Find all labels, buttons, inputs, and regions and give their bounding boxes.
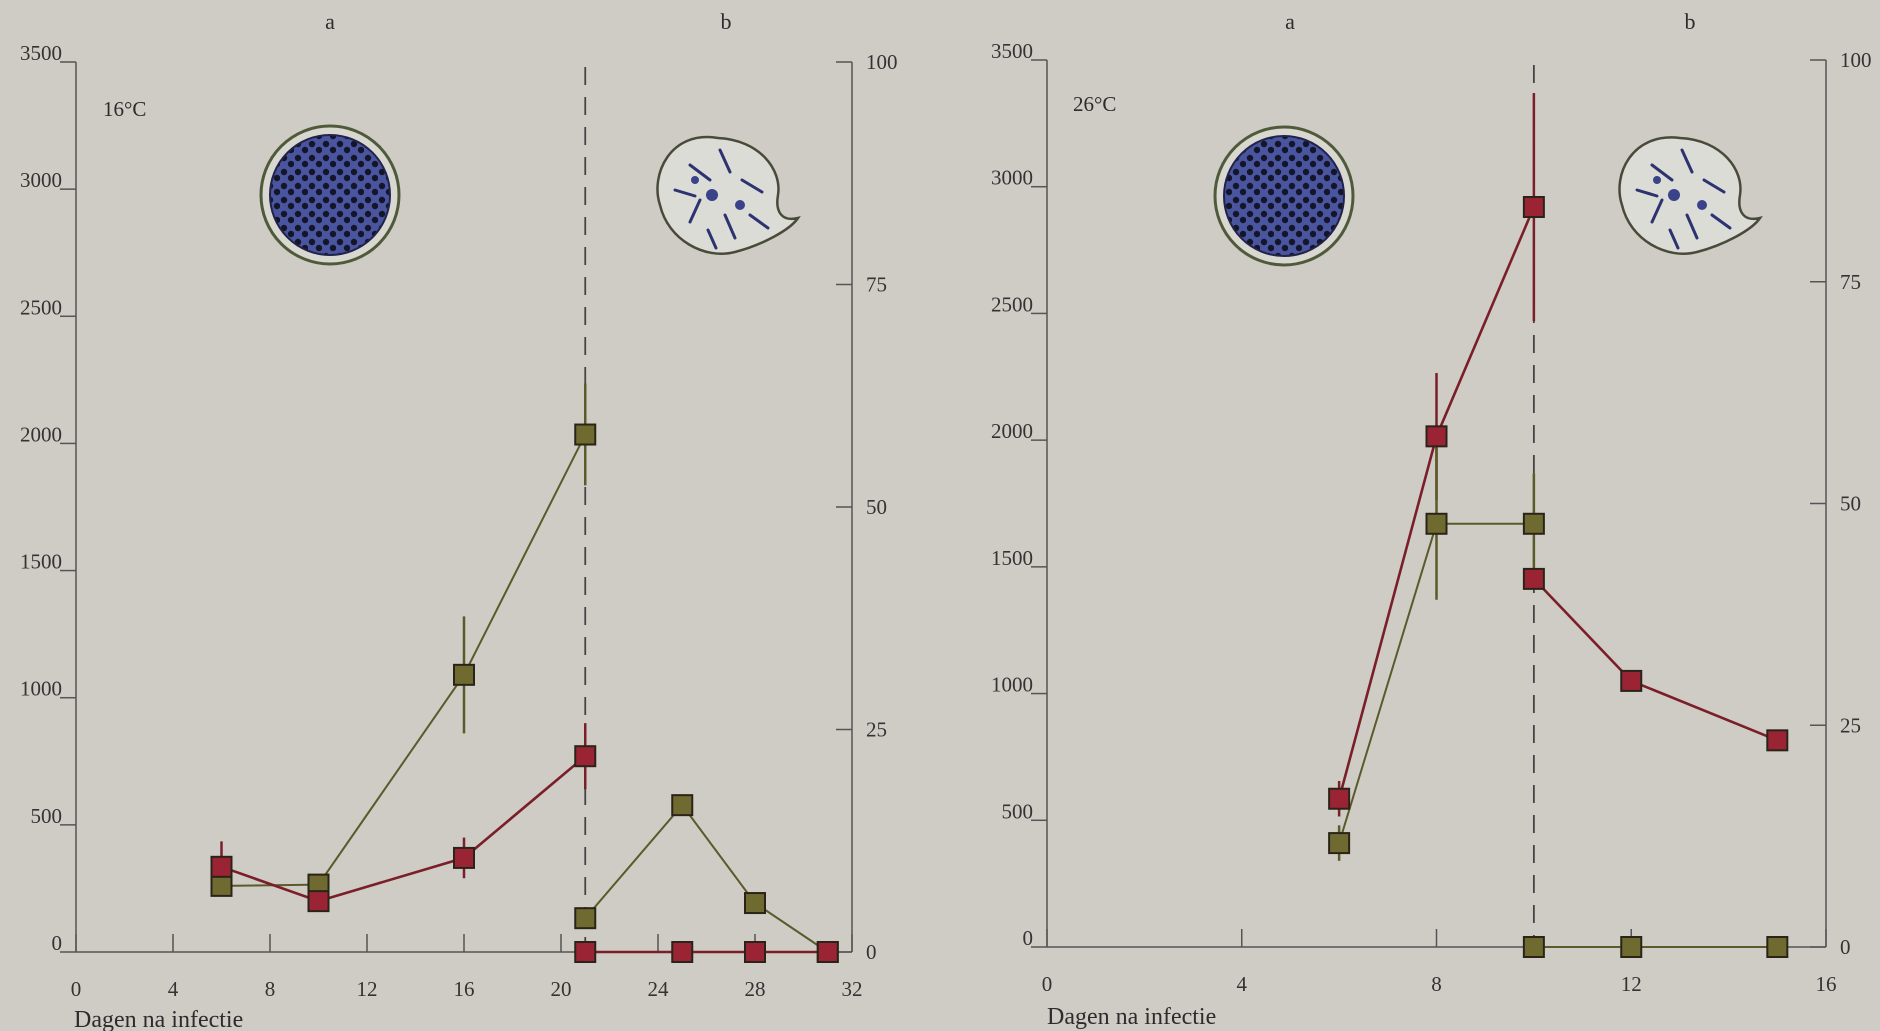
data-point-red [453, 846, 475, 869]
y-left-tick-label: 1500 [20, 550, 62, 574]
y-right-tick-label: 25 [866, 718, 887, 742]
data-point-olive [453, 663, 475, 686]
y-left-tick-label: 500 [1002, 799, 1034, 823]
data-point-olive [574, 423, 597, 446]
series-line-red [1532, 577, 1778, 742]
y-right-tick-label: 0 [866, 940, 877, 964]
y-right-tick-label: 50 [1840, 492, 1861, 516]
x-tick-label: 8 [265, 977, 276, 1001]
data-point-olive [1522, 936, 1545, 958]
series-line-olive [221, 434, 587, 887]
round-cyst-illustration [1213, 125, 1355, 267]
y-right-tick-label: 100 [866, 50, 898, 74]
y-left-tick-label: 3500 [20, 41, 62, 65]
y-left-tick-label: 1000 [991, 673, 1033, 697]
y-right-tick-label: 75 [1840, 270, 1861, 294]
data-point-red [307, 890, 330, 913]
data-point-olive [1620, 936, 1643, 958]
data-point-red [1425, 425, 1448, 448]
y-right-tick-label: 25 [1840, 713, 1861, 737]
temperature-label: 26°C [1073, 92, 1116, 116]
x-axis-label: Dagen na infectie [1047, 1004, 1216, 1030]
y-left-tick-label: 3000 [991, 166, 1033, 190]
x-axis-label: Dagen na infectie [74, 1007, 243, 1031]
y-left-tick-label: 2000 [991, 419, 1033, 443]
phase-label-a: a [325, 9, 335, 34]
data-point-olive [744, 892, 766, 915]
y-left-tick-label: 500 [31, 804, 63, 828]
y-left-tick-label: 1000 [20, 677, 62, 701]
x-tick-label: 0 [71, 977, 82, 1001]
data-point-red [210, 855, 233, 878]
y-left-tick-label: 3500 [991, 39, 1033, 63]
data-point-olive [1766, 936, 1789, 958]
y-left-tick-label: 0 [52, 931, 63, 955]
series-line-olive [584, 803, 829, 953]
x-tick-label: 12 [1621, 972, 1642, 996]
x-tick-label: 16 [1816, 972, 1837, 996]
data-point-red [816, 941, 839, 963]
y-left-tick-label: 1500 [991, 546, 1033, 570]
x-tick-label: 20 [551, 977, 572, 1001]
data-point-red [1522, 567, 1545, 590]
data-point-olive [671, 794, 694, 817]
y-right-tick-label: 50 [866, 495, 887, 519]
data-point-olive [210, 874, 233, 897]
x-tick-label: 16 [454, 977, 475, 1001]
burst-cell-illustration [1618, 136, 1763, 255]
round-cyst-illustration [259, 124, 401, 266]
y-left-tick-label: 2500 [991, 292, 1033, 316]
y-right-tick-label: 0 [1840, 935, 1851, 959]
x-tick-label: 4 [1237, 972, 1248, 996]
data-point-olive [1425, 512, 1448, 535]
y-right-tick-label: 100 [1840, 48, 1872, 72]
x-tick-label: 24 [648, 977, 670, 1001]
data-point-red [1766, 729, 1789, 752]
burst-cell-illustration [656, 135, 801, 255]
y-left-tick-label: 2500 [20, 295, 62, 319]
x-tick-label: 8 [1431, 972, 1442, 996]
series-line-red [221, 755, 587, 903]
phase-label-b: b [1685, 9, 1696, 34]
x-tick-label: 4 [168, 977, 179, 1001]
x-tick-label: 28 [745, 977, 766, 1001]
x-tick-label: 0 [1042, 972, 1053, 996]
y-left-tick-label: 2000 [20, 422, 62, 446]
data-point-red [1328, 787, 1351, 810]
data-point-red [671, 941, 694, 963]
x-tick-label: 32 [842, 977, 863, 1001]
y-left-tick-label: 3000 [20, 168, 62, 192]
phase-label-b: b [721, 9, 732, 34]
data-point-red [1522, 195, 1545, 218]
data-point-red [744, 941, 766, 963]
data-point-olive [574, 907, 597, 930]
phase-label-a: a [1285, 9, 1295, 34]
temperature-label: 16°C [103, 97, 146, 121]
y-right-tick-label: 75 [866, 273, 887, 297]
y-left-tick-label: 0 [1023, 926, 1034, 950]
data-point-olive [1522, 512, 1545, 535]
data-point-olive [1328, 832, 1351, 855]
x-tick-label: 12 [357, 977, 378, 1001]
data-point-red [574, 745, 597, 768]
data-point-red [574, 941, 597, 963]
chart-panel-16c: a b 16°C [20, 9, 898, 1031]
data-point-red [1620, 669, 1643, 692]
